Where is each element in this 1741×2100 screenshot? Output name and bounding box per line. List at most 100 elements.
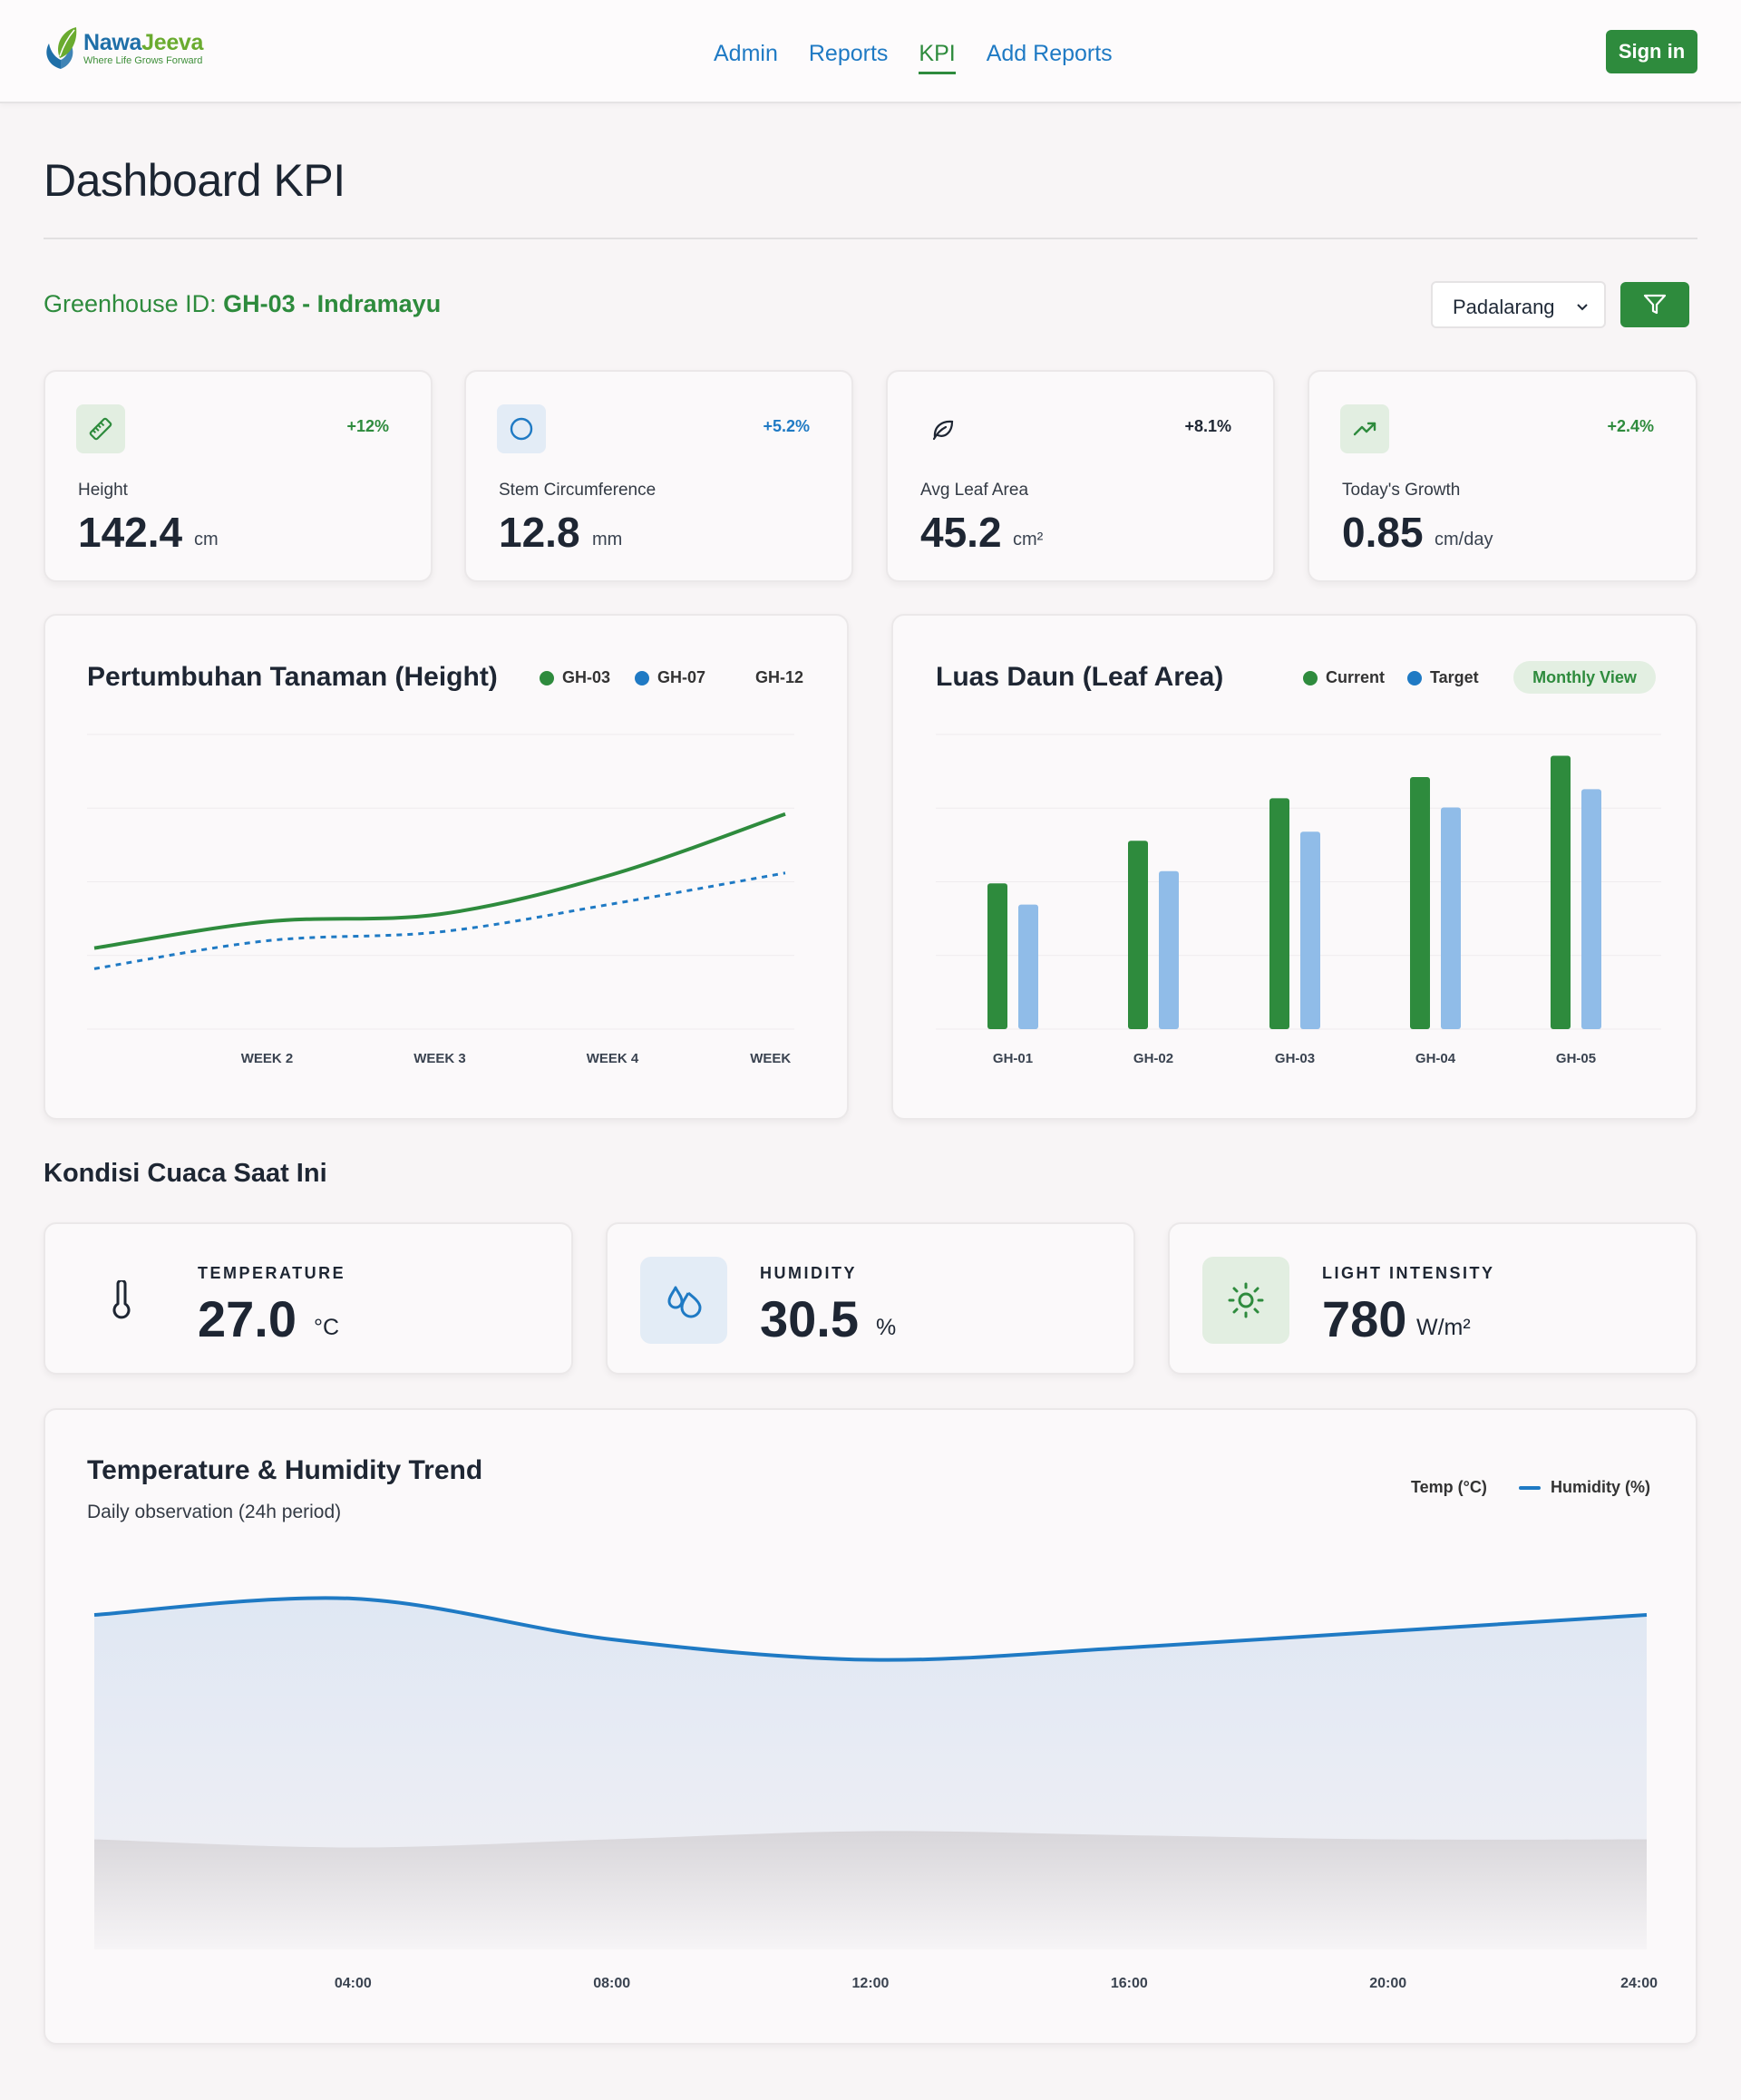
bar-current-gh-02 bbox=[1128, 841, 1148, 1029]
kpi-label: Height bbox=[78, 481, 128, 500]
bar-current-gh-01 bbox=[987, 883, 1007, 1029]
kpi-value: 45.2 bbox=[920, 509, 1002, 556]
kpi-icon-box bbox=[76, 404, 125, 453]
leaf-icon bbox=[932, 420, 954, 441]
kpi-label: Avg Leaf Area bbox=[920, 481, 1029, 500]
filter-icon bbox=[1643, 294, 1667, 315]
trend-chart-subtitle: Daily observation (24h period) bbox=[87, 1502, 342, 1522]
sign-in-button[interactable]: Sign in bbox=[1606, 30, 1697, 73]
bar-current-gh-04 bbox=[1410, 776, 1430, 1029]
legend-dot bbox=[1407, 670, 1422, 685]
kpi-label: Stem Circumference bbox=[499, 481, 657, 500]
weather-label: LIGHT INTENSITY bbox=[1322, 1264, 1495, 1282]
height-legend-gh03[interactable]: GH-03 bbox=[540, 668, 610, 687]
kpi-unit: mm bbox=[592, 530, 623, 549]
monthly-view-toggle[interactable]: Monthly View bbox=[1513, 661, 1656, 694]
x-tick-label: 04:00 bbox=[335, 1976, 372, 1991]
x-tick-label: 08:00 bbox=[593, 1976, 630, 1991]
page-title: Dashboard KPI bbox=[44, 155, 345, 206]
height-legend-gh07[interactable]: GH-07 bbox=[635, 668, 705, 687]
weather-icon-box bbox=[640, 1257, 727, 1344]
trend-area-chart: 04:00 08:00 12:00 16:00 20:00 24:00 bbox=[93, 1596, 1658, 1991]
weather-card-temperature: TEMPERATURE 27.0 °C bbox=[44, 1222, 573, 1375]
x-tick-label: GH-05 bbox=[1556, 1051, 1596, 1066]
kpi-icon-box bbox=[919, 404, 968, 453]
x-tick-label: 12:00 bbox=[852, 1976, 890, 1991]
bar-target-gh-01 bbox=[1018, 904, 1038, 1029]
series-line-gh-07 bbox=[93, 871, 786, 970]
leaf-legend-target[interactable]: Target bbox=[1407, 668, 1479, 687]
height-chart-title: Pertumbuhan Tanaman (Height) bbox=[87, 662, 498, 692]
x-tick-label: GH-04 bbox=[1415, 1051, 1456, 1066]
leaf-legend-current[interactable]: Current bbox=[1303, 668, 1385, 687]
weather-icon-box bbox=[78, 1257, 165, 1344]
legend-label: Humidity (%) bbox=[1551, 1478, 1650, 1496]
brand-logo[interactable]: NawaJeeva Where Life Grows Forward bbox=[42, 25, 203, 71]
legend-label: Target bbox=[1430, 668, 1479, 686]
legend-dot bbox=[1303, 670, 1318, 685]
nav-kpi[interactable]: KPI bbox=[903, 27, 970, 78]
bar-target-gh-02 bbox=[1159, 870, 1179, 1029]
nav-add-reports[interactable]: Add Reports bbox=[986, 41, 1113, 66]
legend-label: GH-03 bbox=[562, 668, 611, 686]
weather-icon-box bbox=[1202, 1257, 1289, 1344]
trend-legend-temp[interactable]: Temp (°C) bbox=[1411, 1478, 1487, 1497]
weather-unit: °C bbox=[314, 1315, 340, 1340]
kpi-change: +2.4% bbox=[1607, 417, 1654, 435]
trend-chart-title: Temperature & Humidity Trend bbox=[87, 1455, 483, 1485]
thermometer-icon bbox=[112, 1280, 131, 1319]
greenhouse-id-value: GH-03 - Indramayu bbox=[223, 290, 442, 317]
kpi-change: +12% bbox=[346, 417, 389, 435]
leaf-chart-title: Luas Daun (Leaf Area) bbox=[936, 662, 1224, 692]
x-tick-label: WEEK 5 bbox=[750, 1051, 794, 1066]
x-tick-label: GH-02 bbox=[1133, 1051, 1173, 1066]
bar-target-gh-04 bbox=[1441, 807, 1461, 1029]
kpi-unit: cm bbox=[194, 530, 219, 549]
brand-tagline: Where Life Grows Forward bbox=[83, 55, 203, 66]
height-line-chart: WEEK 2 WEEK 3 WEEK 4 WEEK 5 bbox=[87, 734, 794, 1066]
legend-label: GH-07 bbox=[657, 668, 706, 686]
legend-dot bbox=[635, 670, 649, 685]
series-line-gh-03 bbox=[93, 812, 786, 950]
kpi-card-height: +12% Height 142.4 cm bbox=[44, 370, 433, 582]
main-nav: Admin Reports KPI Add Reports bbox=[698, 27, 1128, 78]
weather-value: 27.0 bbox=[198, 1290, 297, 1347]
kpi-card-stem: +5.2% Stem Circumference 12.8 mm bbox=[464, 370, 853, 582]
droplets-icon bbox=[667, 1286, 702, 1318]
weather-value: 780 bbox=[1322, 1290, 1407, 1347]
temperature-area bbox=[94, 1831, 1647, 1949]
logo-leaf-icon bbox=[46, 27, 77, 69]
legend-line-swatch bbox=[1519, 1485, 1541, 1490]
leaf-bar-chart: GH-01 GH-02 GH-03 GH-04 GH-05 bbox=[936, 734, 1661, 1066]
legend-dot bbox=[540, 670, 554, 685]
kpi-unit: cm/day bbox=[1435, 530, 1493, 549]
x-tick-label: 24:00 bbox=[1620, 1976, 1658, 1991]
location-select[interactable]: Padalarang bbox=[1431, 281, 1606, 328]
trending-up-icon bbox=[1353, 422, 1376, 436]
legend-label: GH-12 bbox=[755, 668, 804, 686]
kpi-value: 0.85 bbox=[1342, 509, 1424, 556]
legend-label: Current bbox=[1326, 668, 1386, 686]
trend-legend-humidity[interactable]: Humidity (%) bbox=[1519, 1478, 1650, 1497]
humidity-line bbox=[93, 1596, 1648, 1662]
x-tick-label: GH-03 bbox=[1275, 1051, 1315, 1066]
brand-name: NawaJeeva bbox=[83, 30, 204, 55]
weather-label: TEMPERATURE bbox=[198, 1264, 346, 1282]
kpi-icon-box bbox=[1340, 404, 1389, 453]
kpi-value: 12.8 bbox=[499, 509, 580, 556]
top-navbar: NawaJeeva Where Life Grows Forward Admin… bbox=[0, 0, 1741, 103]
circle-icon bbox=[510, 417, 533, 441]
kpi-value: 142.4 bbox=[78, 509, 183, 556]
weather-card-humidity: HUMIDITY 30.5 % bbox=[606, 1222, 1135, 1375]
nav-reports[interactable]: Reports bbox=[808, 41, 889, 66]
weather-unit: W/m² bbox=[1416, 1315, 1471, 1340]
kpi-card-growth: +2.4% Today's Growth 0.85 cm/day bbox=[1308, 370, 1697, 582]
filter-button[interactable] bbox=[1620, 282, 1689, 327]
x-tick-label: 20:00 bbox=[1369, 1976, 1406, 1991]
height-chart-card bbox=[44, 614, 849, 1120]
height-legend-gh12[interactable]: GH-12 bbox=[755, 668, 803, 687]
greenhouse-id-prefix: Greenhouse ID: bbox=[44, 290, 224, 317]
chevron-down-icon bbox=[1577, 304, 1588, 311]
nav-admin[interactable]: Admin bbox=[714, 41, 778, 66]
kpi-icon-box bbox=[497, 404, 546, 453]
